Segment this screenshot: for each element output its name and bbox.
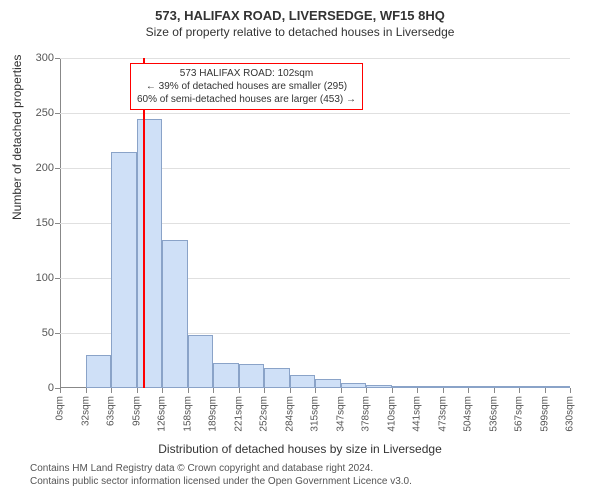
histogram-bar [213,363,239,388]
x-tick-label: 347sqm [335,396,346,432]
footer-line-2: Contains public sector information licen… [30,475,412,488]
histogram-bar [366,385,392,388]
x-tick-label: 95sqm [131,396,142,426]
x-tick-mark [213,388,214,393]
x-tick-label: 63sqm [106,396,117,426]
x-tick-label: 567sqm [514,396,525,432]
x-tick-label: 504sqm [463,396,474,432]
x-tick-label: 252sqm [259,396,270,432]
x-tick-mark [239,388,240,393]
grid-line [60,113,570,114]
x-tick-mark [341,388,342,393]
x-tick-label: 599sqm [539,396,550,432]
x-tick-label: 441sqm [412,396,423,432]
chart-container: 573, HALIFAX ROAD, LIVERSEDGE, WF15 8HQ … [0,0,600,500]
histogram-bar [443,386,469,388]
chart-subtitle: Size of property relative to detached ho… [0,23,600,39]
x-tick-mark [392,388,393,393]
x-tick-mark [162,388,163,393]
histogram-bar [545,386,571,388]
y-tick-label: 250 [36,107,60,119]
x-tick-mark [264,388,265,393]
histogram-bar [341,383,367,389]
x-tick-mark [188,388,189,393]
x-tick-mark [86,388,87,393]
y-tick-label: 200 [36,162,60,174]
histogram-bar [290,375,316,388]
x-tick-mark [417,388,418,393]
x-tick-mark [137,388,138,393]
x-tick-mark [60,388,61,393]
x-tick-label: 284sqm [284,396,295,432]
x-axis-label: Distribution of detached houses by size … [0,442,600,456]
y-tick-label: 150 [36,217,60,229]
annotation-line: ← 39% of detached houses are smaller (29… [137,80,356,93]
x-tick-mark [315,388,316,393]
x-tick-mark [570,388,571,393]
histogram-bar [162,240,188,389]
x-tick-label: 410sqm [386,396,397,432]
histogram-bar [468,386,494,388]
x-tick-label: 473sqm [437,396,448,432]
chart-title: 573, HALIFAX ROAD, LIVERSEDGE, WF15 8HQ [0,0,600,23]
histogram-bar [264,368,290,388]
histogram-bar [417,386,443,388]
histogram-bar [111,152,137,389]
y-tick-label: 0 [48,382,60,394]
y-axis-label: Number of detached properties [10,55,24,220]
x-tick-label: 32sqm [80,396,91,426]
x-tick-mark [519,388,520,393]
x-tick-mark [290,388,291,393]
histogram-bar [86,355,112,388]
x-tick-mark [111,388,112,393]
grid-line [60,58,570,59]
x-tick-mark [494,388,495,393]
x-tick-mark [545,388,546,393]
histogram-bar [315,379,341,388]
x-tick-label: 189sqm [208,396,219,432]
y-tick-label: 100 [36,272,60,284]
histogram-bar [494,386,520,388]
x-tick-mark [468,388,469,393]
y-tick-label: 50 [42,327,60,339]
x-tick-label: 630sqm [565,396,576,432]
histogram-bar [137,119,163,389]
x-tick-mark [366,388,367,393]
x-tick-label: 315sqm [310,396,321,432]
x-tick-label: 126sqm [157,396,168,432]
annotation-box: 573 HALIFAX ROAD: 102sqm← 39% of detache… [130,63,363,110]
x-tick-label: 536sqm [488,396,499,432]
histogram-bar [239,364,265,388]
x-tick-label: 378sqm [361,396,372,432]
chart-footer: Contains HM Land Registry data © Crown c… [30,462,412,488]
x-tick-label: 158sqm [182,396,193,432]
histogram-bar [392,386,418,388]
x-tick-mark [443,388,444,393]
plot-area: 0501001502002503000sqm32sqm63sqm95sqm126… [60,58,570,388]
footer-line-1: Contains HM Land Registry data © Crown c… [30,462,412,475]
annotation-line: 573 HALIFAX ROAD: 102sqm [137,67,356,80]
x-tick-label: 0sqm [55,396,66,420]
x-tick-label: 221sqm [233,396,244,432]
histogram-bar [188,335,214,388]
y-tick-label: 300 [36,52,60,64]
annotation-line: 60% of semi-detached houses are larger (… [137,93,356,106]
histogram-bar [519,386,545,388]
